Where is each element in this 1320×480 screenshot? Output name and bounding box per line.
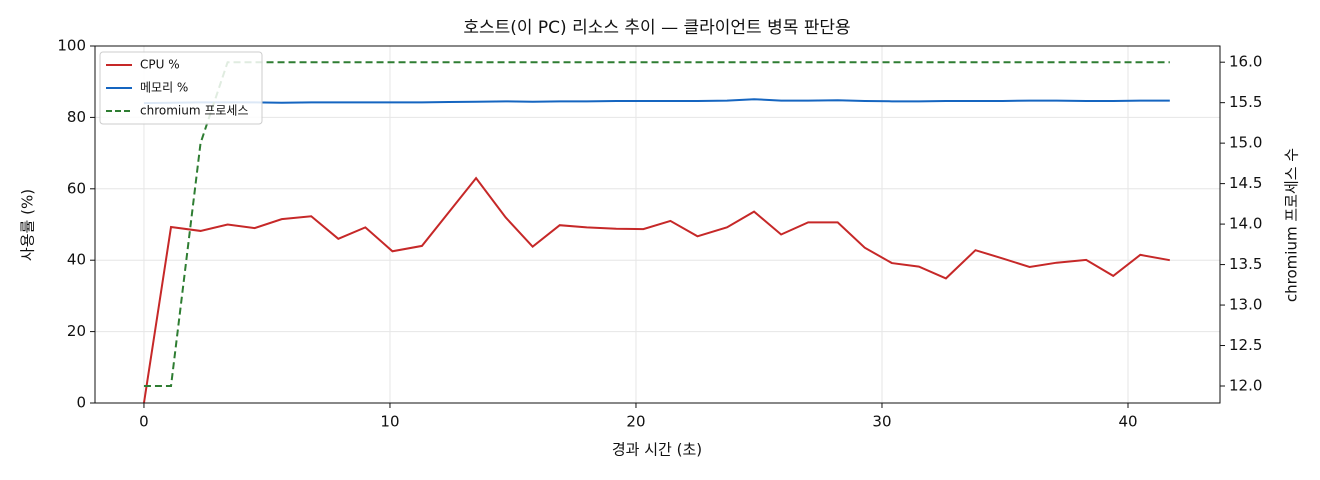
- legend-box: [99, 51, 263, 125]
- x-tick-label: 0: [139, 413, 149, 431]
- x-axis-label: 경과 시간 (초): [612, 441, 702, 459]
- y2-axis-label: chromium 프로세스 수: [1283, 148, 1301, 302]
- series-line: [143, 61, 1170, 387]
- chart-title: 호스트(이 PC) 리소스 추이 — 클라이언트 병목 판단용: [463, 18, 850, 38]
- y-tick-label: 100: [57, 37, 86, 55]
- x-tick-label: 10: [380, 413, 399, 431]
- y-tick-label: 80: [67, 108, 86, 126]
- x-tick-label: 40: [1118, 413, 1137, 431]
- series-line: [142, 176, 1170, 404]
- plot-frame: [94, 45, 1221, 404]
- y-tick-label: 0: [76, 394, 86, 412]
- legend-label: chromium 프로세스: [140, 104, 249, 118]
- series-line: [143, 98, 1170, 105]
- legend-label: CPU %: [140, 58, 180, 72]
- y2-tick-label: 12.0: [1229, 377, 1262, 395]
- y2-tick-label: 13.5: [1229, 255, 1262, 273]
- y-axis-label: 사용률 (%): [19, 189, 37, 261]
- y2-tick-label: 16.0: [1229, 53, 1262, 71]
- y-tick-label: 40: [67, 251, 86, 269]
- legend-label: 메모리 %: [140, 81, 188, 95]
- y2-tick-label: 13.0: [1229, 296, 1262, 314]
- x-tick-label: 30: [872, 413, 891, 431]
- x-tick-label: 20: [626, 413, 645, 431]
- y2-tick-label: 14.0: [1229, 215, 1262, 233]
- y2-tick-label: 15.0: [1229, 134, 1262, 152]
- legend: CPU % 메모리 % chromium 프로세스: [99, 51, 263, 125]
- y2-tick-label: 15.5: [1229, 93, 1262, 111]
- y-tick-label: 60: [67, 179, 86, 197]
- y2-tick-label: 12.5: [1229, 336, 1262, 354]
- y-tick-label: 20: [67, 322, 86, 340]
- y2-tick-label: 14.5: [1229, 174, 1262, 192]
